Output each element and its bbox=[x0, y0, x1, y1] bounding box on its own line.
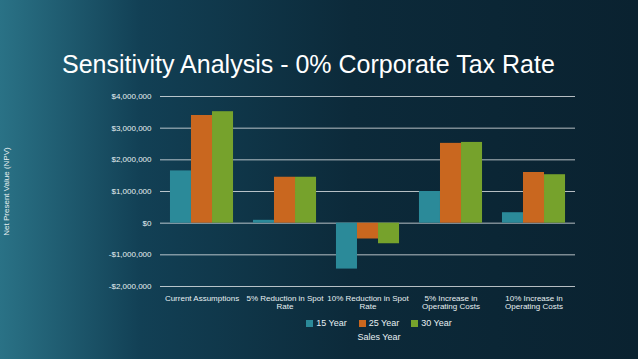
html-text:30 Year: 30 Year bbox=[421, 318, 452, 328]
svg-text:$0: $0 bbox=[143, 219, 152, 228]
svg-text:Net Present Value (NPV): Net Present Value (NPV) bbox=[2, 147, 11, 236]
svg-text:5% Increase inOperating Costs: 5% Increase inOperating Costs bbox=[422, 294, 480, 311]
svg-text:10% Reduction in SpotRate: 10% Reduction in SpotRate bbox=[327, 294, 409, 311]
svg-text:$3,000,000: $3,000,000 bbox=[111, 124, 152, 133]
html-text:Sensitivity Analysis - 0% Corp: Sensitivity Analysis - 0% Corporate Tax … bbox=[62, 50, 555, 78]
html-text:15 Year: 15 Year bbox=[316, 318, 347, 328]
html-text:Sales Year: Sales Year bbox=[357, 332, 401, 342]
svg-text:$1,000,000: $1,000,000 bbox=[111, 187, 152, 196]
svg-text:-$2,000,000: -$2,000,000 bbox=[109, 282, 152, 291]
svg-text:$4,000,000: $4,000,000 bbox=[111, 92, 152, 101]
svg-text:$2,000,000: $2,000,000 bbox=[111, 155, 152, 164]
svg-text:10% Increase inOperating Costs: 10% Increase inOperating Costs bbox=[505, 294, 563, 311]
html-text:25 Year: 25 Year bbox=[368, 318, 400, 328]
svg-text:-$1,000,000: -$1,000,000 bbox=[109, 250, 152, 259]
svg-text:Current Assumptions: Current Assumptions bbox=[165, 294, 239, 303]
svg-text:5% Reduction in SpotRate: 5% Reduction in SpotRate bbox=[247, 294, 325, 311]
